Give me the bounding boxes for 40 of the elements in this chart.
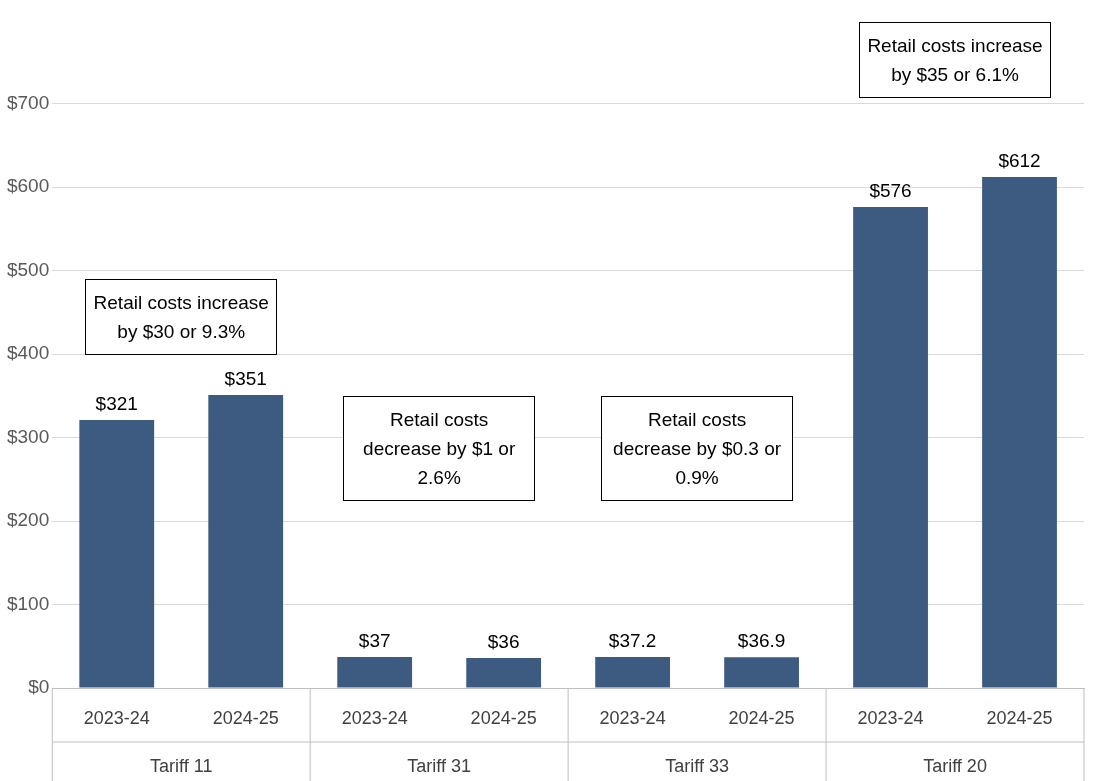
data-label: $612 [998,149,1041,171]
data-label: $36.9 [737,629,786,651]
bar [982,176,1057,688]
x-tick-label: 2024-25 [728,707,795,728]
data-label: $351 [224,367,267,389]
x-tick-label: 2023-24 [599,707,666,728]
y-tick-label: $300 [6,425,50,447]
bar [853,207,928,688]
y-tick-label: $600 [6,175,50,197]
data-label: $36 [487,630,520,652]
callout-box: Retail costs decrease by $0.3 or 0.9% [601,395,794,501]
y-tick-label: $400 [6,342,50,364]
data-label: $321 [95,392,138,414]
bar [337,657,413,688]
x-tick-label: 2024-25 [986,707,1053,728]
x-tick-label: 2023-24 [341,707,408,728]
data-label: $37 [358,629,391,651]
bar [208,394,284,688]
bar [79,419,155,688]
text: Tariff 31 [407,755,472,776]
x-tick-label: 2023-24 [83,707,150,728]
x-tick-label: 2023-24 [857,707,924,728]
y-tick-label: $200 [6,509,50,531]
bar [595,656,671,688]
text: Tariff 20 [923,755,987,776]
data-label: $576 [869,179,912,201]
data-label: $37.2 [608,629,657,651]
bar [466,657,542,688]
y-tick-label: $500 [6,258,50,280]
bar [724,657,799,688]
y-tick-label: $100 [6,592,50,614]
y-tick-label: $700 [6,91,50,113]
x-tick-label: 2024-25 [470,707,537,728]
x-tick-label: 2024-25 [212,707,279,728]
callout-box: Retail costs increase by $30 or 9.3% [85,278,278,355]
callout-box: Retail costs increase by $35 or 6.1% [859,22,1052,98]
text: Tariff 33 [665,755,729,776]
callout-box: Retail costs decrease by $1 or 2.6% [343,395,536,501]
y-tick-label: $0 [28,676,50,698]
text: Tariff 11 [150,755,213,776]
